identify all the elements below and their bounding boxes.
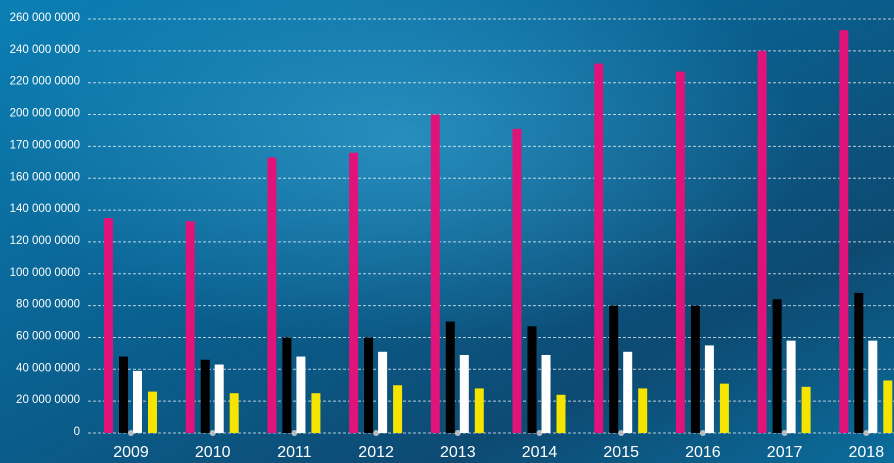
y-tick-label: 140 000 0000 [10, 203, 80, 215]
y-tick-label: 20 000 0000 [16, 394, 80, 406]
y-tick-label: 40 000 0000 [16, 362, 80, 374]
bar [557, 395, 566, 433]
bar [475, 388, 484, 433]
bar [609, 306, 618, 433]
bar [594, 64, 603, 433]
y-tick-label: 200 000 0000 [10, 108, 80, 120]
y-tick-label: 60 000 0000 [16, 330, 80, 342]
x-tick-label: 2016 [685, 444, 721, 461]
bar [676, 72, 685, 433]
bar [720, 384, 729, 433]
bar [446, 322, 455, 433]
bar [623, 352, 632, 433]
bar [854, 293, 863, 433]
bar [460, 355, 469, 433]
x-tick-label: 2012 [358, 444, 394, 461]
bar [638, 388, 647, 433]
bar [705, 345, 714, 433]
y-tick-label: 0 [74, 426, 80, 438]
y-tick-label: 160 000 0000 [10, 171, 80, 183]
bar [513, 129, 522, 433]
bar [267, 158, 276, 433]
bar [282, 337, 291, 433]
bar [883, 380, 892, 433]
bar [542, 355, 551, 433]
bar [119, 357, 128, 433]
y-tick-label: 80 000 0000 [16, 299, 80, 311]
bar [758, 51, 767, 433]
bar [133, 371, 142, 433]
x-tick-label: 2013 [440, 444, 476, 461]
x-tick-label: 2018 [849, 444, 885, 461]
y-tick-label: 220 000 0000 [10, 76, 80, 88]
bar [839, 30, 848, 433]
bar [104, 218, 113, 433]
y-tick-label: 100 000 0000 [10, 267, 80, 279]
bar [186, 221, 195, 433]
x-tick-label: 2011 [277, 444, 312, 461]
bar [296, 357, 305, 433]
bar [431, 115, 440, 433]
bar [230, 393, 239, 433]
bar [201, 360, 210, 433]
bar [311, 393, 320, 433]
bar [868, 341, 877, 433]
y-tick-label: 170 000 0000 [10, 139, 80, 151]
y-tick-label: 120 000 0000 [10, 235, 80, 247]
bar [364, 337, 373, 433]
bar [148, 392, 157, 433]
bar [528, 326, 537, 433]
chart: 0 20 000 0000 40 000 0000 60 000 0000 80 000… [0, 0, 894, 463]
bar [393, 385, 402, 433]
y-tick-label: 240 000 0000 [10, 44, 80, 56]
bar [378, 352, 387, 433]
bar [215, 365, 224, 433]
x-tick-label: 2009 [113, 444, 149, 461]
x-tick-label: 2017 [767, 444, 803, 461]
bar [773, 299, 782, 433]
x-tick-label: 2010 [195, 444, 231, 461]
bar [787, 341, 796, 433]
x-tick-label: 2014 [522, 444, 558, 461]
bar [802, 387, 811, 433]
page: {"chart_data": {"type": "bar", "categori… [0, 0, 894, 463]
y-tick-label: 260 000 0000 [10, 12, 80, 24]
bar [691, 306, 700, 433]
x-tick-label: 2015 [603, 444, 639, 461]
bar [349, 153, 358, 433]
